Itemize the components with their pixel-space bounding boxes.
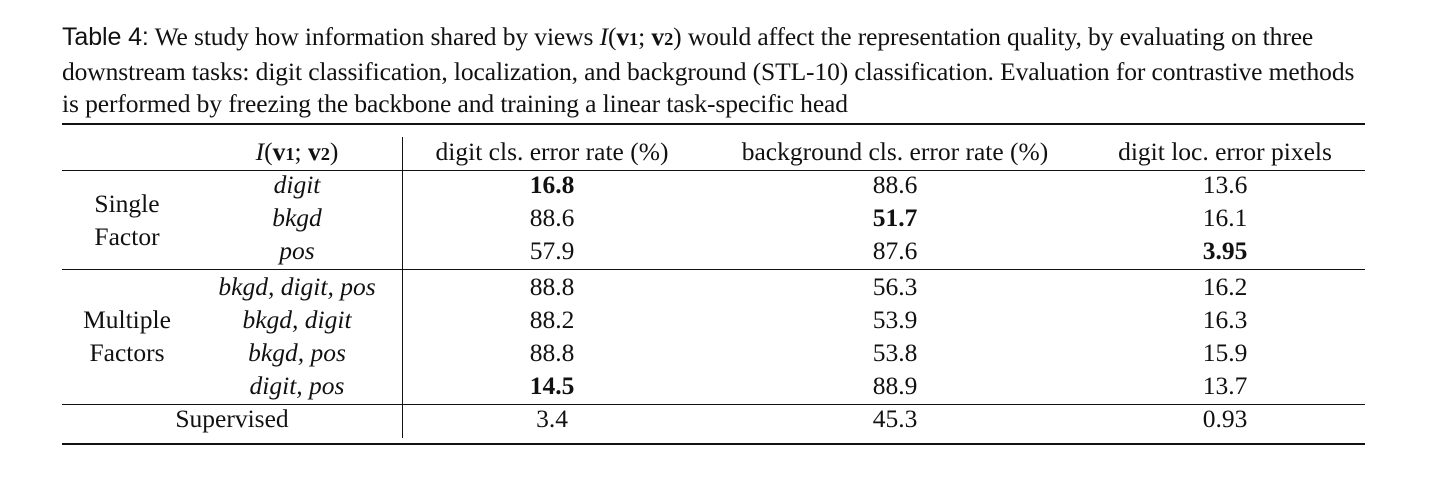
- row-factor: bkgd, digit: [242, 305, 352, 334]
- row-digit-loc: 15.9: [1202, 338, 1248, 367]
- table-bottom-rule: [62, 443, 1365, 445]
- row-factor: digit, pos: [249, 371, 345, 400]
- table-top-rule: [62, 123, 1365, 125]
- header-info-column: I(v1; v2): [255, 137, 339, 166]
- row-factor: digit: [273, 170, 321, 199]
- supervised-bkgd-cls: 45.3: [872, 404, 918, 433]
- row-digit-loc: 13.7: [1202, 371, 1248, 400]
- supervised-digit-cls: 3.4: [536, 404, 568, 433]
- row-bkgd-cls: 53.9: [872, 305, 918, 334]
- group-label-single: Single Factor: [94, 189, 160, 251]
- row-digit-cls: 88.8: [529, 338, 575, 367]
- caption-label: Table 4:: [62, 23, 149, 51]
- row-bkgd-cls: 53.8: [872, 338, 918, 367]
- row-bkgd-cls: 51.7: [872, 203, 918, 232]
- row-digit-cls: 16.8: [529, 170, 575, 199]
- column-divider: [402, 137, 403, 438]
- supervised-label: Supervised: [175, 404, 289, 433]
- group-separator-rule: [62, 269, 1365, 270]
- row-digit-loc: 3.95: [1202, 236, 1248, 265]
- row-factor: bkgd: [272, 203, 322, 232]
- caption-text-part1: We study how information shared by views: [148, 22, 600, 51]
- supervised-digit-loc: 0.93: [1202, 404, 1248, 433]
- row-digit-cls: 88.6: [529, 203, 575, 232]
- row-digit-loc: 16.1: [1202, 203, 1248, 232]
- row-bkgd-cls: 88.9: [872, 371, 918, 400]
- row-factor: bkgd, pos: [248, 338, 346, 367]
- row-factor: pos: [279, 236, 315, 265]
- row-digit-cls: 88.2: [529, 305, 575, 334]
- table-caption: Table 4: We study how information shared…: [62, 21, 1374, 121]
- group-label-multiple: Multiple Factors: [83, 305, 171, 367]
- row-digit-cls: 14.5: [529, 371, 575, 400]
- caption-text-part2: would affect the representation quality,…: [62, 22, 1355, 118]
- row-bkgd-cls: 56.3: [872, 272, 918, 301]
- row-bkgd-cls: 88.6: [872, 170, 918, 199]
- row-factor: bkgd, digit, pos: [218, 272, 376, 301]
- header-digit-loc: digit loc. error pixels: [1118, 137, 1332, 166]
- caption-math: I(v1; v2): [599, 22, 682, 51]
- header-rule: [62, 170, 1365, 171]
- row-bkgd-cls: 87.6: [872, 236, 918, 265]
- row-digit-loc: 13.6: [1202, 170, 1248, 199]
- row-digit-loc: 16.2: [1202, 272, 1248, 301]
- header-bkgd-cls: background cls. error rate (%): [741, 137, 1049, 166]
- supervised-separator-rule: [62, 404, 1365, 405]
- row-digit-loc: 16.3: [1202, 305, 1248, 334]
- row-digit-cls: 57.9: [529, 236, 575, 265]
- header-digit-cls: digit cls. error rate (%): [435, 137, 669, 166]
- row-digit-cls: 88.8: [529, 272, 575, 301]
